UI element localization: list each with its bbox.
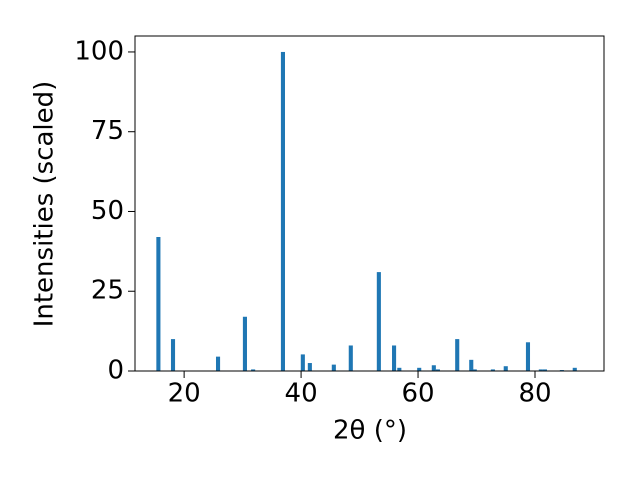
bar: [397, 367, 402, 371]
bar: [392, 345, 397, 371]
bar: [376, 272, 381, 371]
bar: [156, 237, 161, 371]
y-tick-label: 50: [91, 196, 124, 226]
bar: [472, 369, 477, 371]
bar: [242, 316, 247, 371]
y-tick-label: 75: [91, 116, 124, 146]
plot-frame: [134, 35, 605, 372]
bar: [469, 359, 474, 371]
bar: [331, 364, 336, 371]
bar: [307, 363, 312, 371]
bar: [170, 339, 176, 371]
y-tick-label: 0: [107, 356, 124, 386]
bar: [490, 369, 495, 371]
bar: [455, 339, 460, 371]
y-tick-label: 25: [91, 276, 124, 306]
bar: [300, 354, 305, 371]
bar: [538, 369, 543, 371]
x-tick-label: 80: [518, 379, 551, 409]
bar: [348, 345, 353, 371]
bar: [572, 367, 577, 371]
bar: [431, 365, 436, 371]
x-axis-label: 2θ (°): [333, 416, 407, 446]
bar: [215, 356, 221, 371]
bar: [435, 369, 440, 371]
x-tick-label: 40: [285, 379, 318, 409]
y-tick-label: 100: [74, 36, 124, 66]
bar: [280, 51, 285, 371]
bar: [503, 366, 508, 371]
bar: [542, 369, 547, 371]
y-axis-label: Intensities (scaled): [30, 81, 60, 328]
x-tick-label: 20: [168, 379, 201, 409]
bar: [251, 369, 256, 371]
bar: [525, 342, 531, 371]
bar: [417, 367, 422, 371]
x-tick-label: 60: [401, 379, 434, 409]
